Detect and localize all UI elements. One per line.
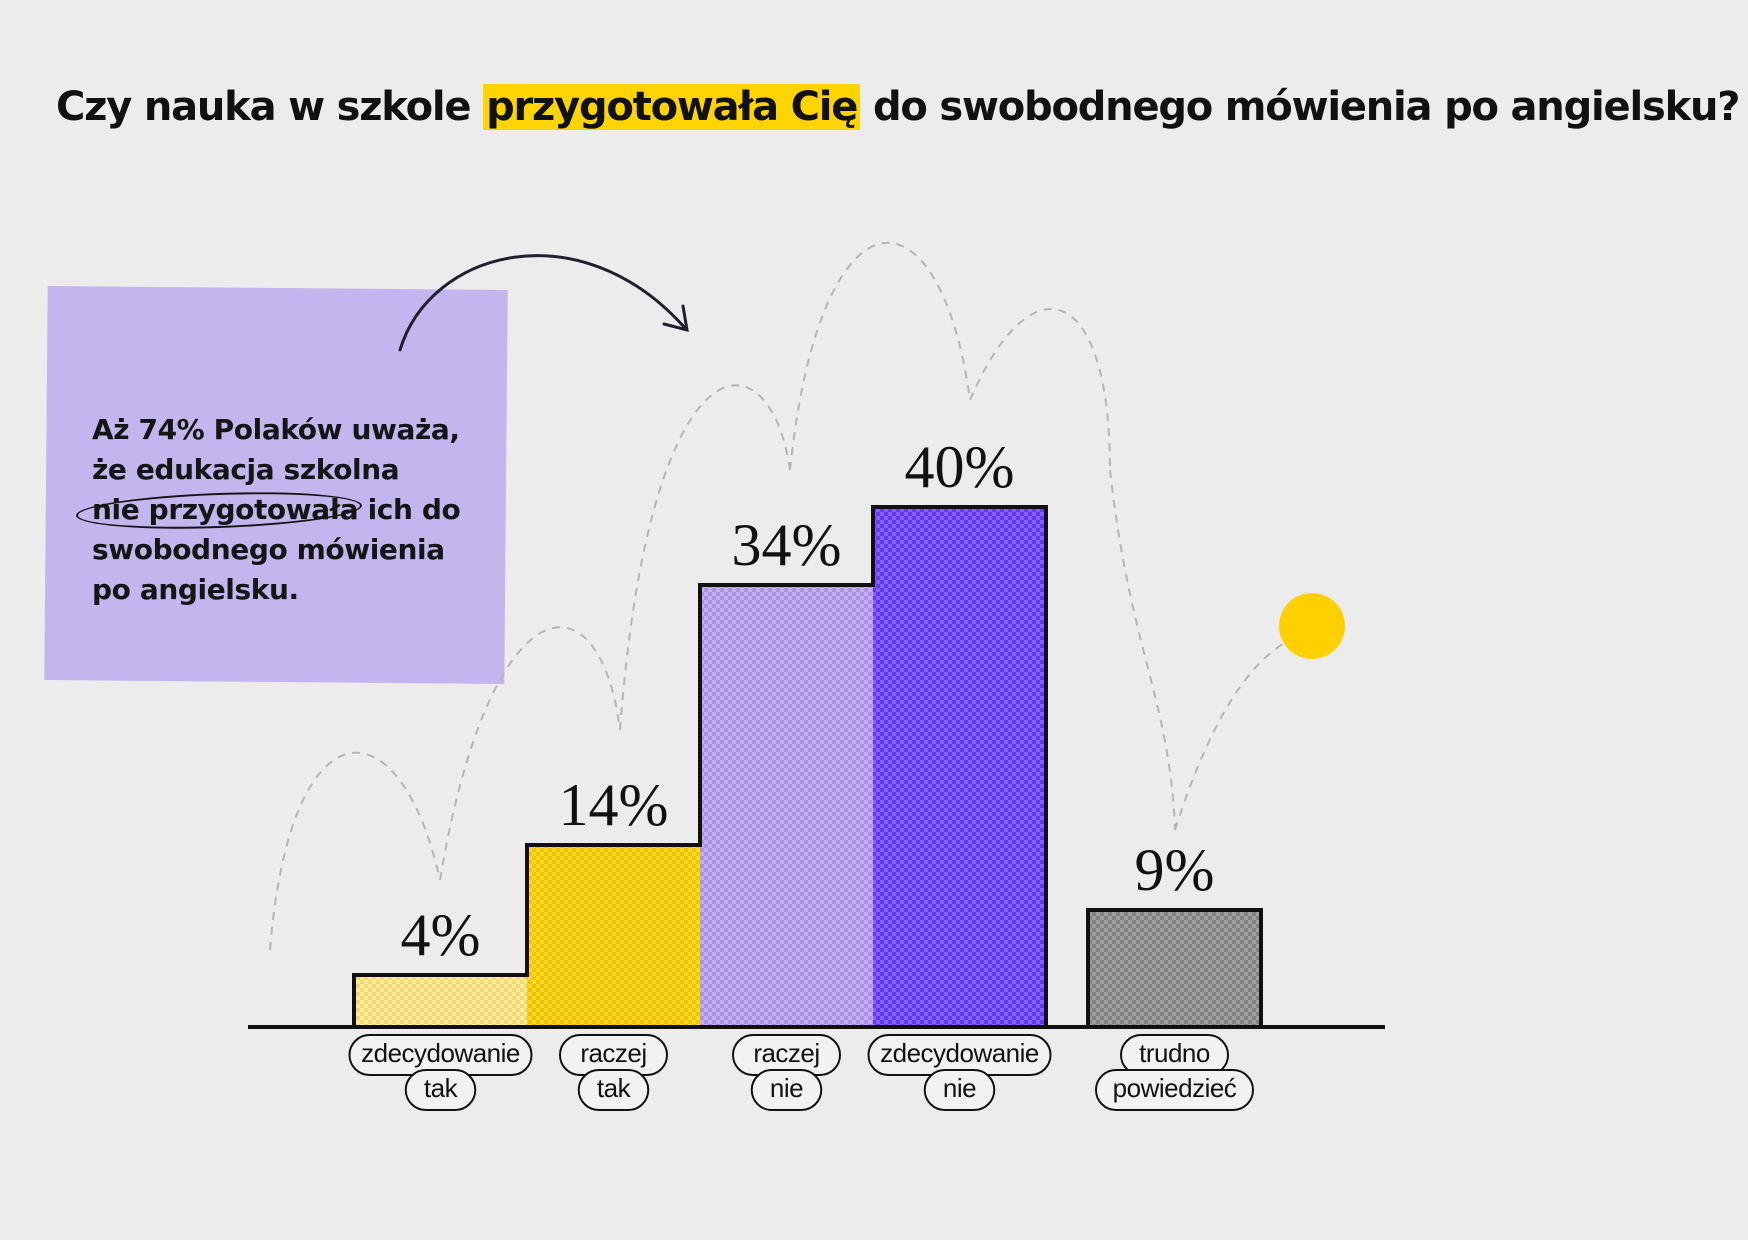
category-text: nie — [943, 1073, 976, 1103]
category-text: zdecydowanie — [361, 1038, 520, 1068]
category-bubble — [750, 1069, 823, 1111]
category-text: tak — [597, 1073, 632, 1103]
title-prefix: Czy nauka w szkole — [56, 84, 472, 130]
bar-texture — [354, 975, 527, 1027]
value-label: 14% — [559, 772, 669, 838]
value-label: 34% — [732, 512, 842, 578]
category-text: tak — [424, 1073, 459, 1103]
bounce-paths — [269, 241, 1291, 951]
category-text: zdecydowanie — [880, 1038, 1039, 1068]
category-text: raczej — [753, 1038, 819, 1068]
category-label: zdecydowanie tak — [348, 1034, 533, 1111]
note-line-3-rest: ich do — [367, 493, 461, 526]
note-line-5: po angielsku. — [92, 573, 299, 606]
bar-texture — [700, 585, 873, 1027]
category-label: raczej tak — [559, 1034, 668, 1111]
title-highlight: przygotowała Cię — [483, 84, 861, 130]
category-label: raczej nie — [732, 1034, 841, 1111]
category-label: trudno powiedzieć — [1095, 1034, 1254, 1111]
bar-texture — [873, 507, 1046, 1027]
bar-2 — [700, 585, 873, 1027]
bar-1 — [527, 845, 700, 1027]
category-bubble — [404, 1069, 477, 1111]
bar-0 — [354, 975, 527, 1027]
category-bubble — [923, 1069, 996, 1111]
note-line-2: że edukacja szkolna — [92, 453, 400, 486]
bar-texture — [1088, 910, 1261, 1027]
yellow-dot — [1279, 593, 1345, 659]
value-label: 4% — [401, 902, 481, 968]
category-text: raczej — [580, 1038, 646, 1068]
category-text: trudno — [1139, 1038, 1210, 1068]
bar-texture — [527, 845, 700, 1027]
bar-outline — [352, 505, 1048, 1027]
note-line-4: swobodnego mówienia — [92, 533, 445, 566]
category-text: nie — [770, 1073, 803, 1103]
category-label: zdecydowanie nie — [867, 1034, 1052, 1111]
category-bubble — [577, 1069, 650, 1111]
note-circled-phrase: nie przygotowała — [92, 493, 359, 526]
title-suffix: do swobodnego mówienia po angielsku? — [872, 84, 1741, 130]
note-text: Aż 74% Polaków uważa, że edukacja szkoln… — [92, 410, 461, 610]
note-line-1: Aż 74% Polaków uważa, — [92, 413, 460, 446]
bar-3 — [873, 507, 1046, 1027]
value-label: 9% — [1135, 837, 1215, 903]
category-text: powiedzieć — [1113, 1073, 1237, 1103]
curved-arrow — [398, 254, 689, 352]
bar-4 — [1088, 910, 1261, 1027]
category-bubble — [1095, 1069, 1254, 1111]
value-label: 40% — [905, 434, 1015, 500]
page-title: Czy nauka w szkole przygotowała Cię do s… — [56, 84, 1741, 130]
